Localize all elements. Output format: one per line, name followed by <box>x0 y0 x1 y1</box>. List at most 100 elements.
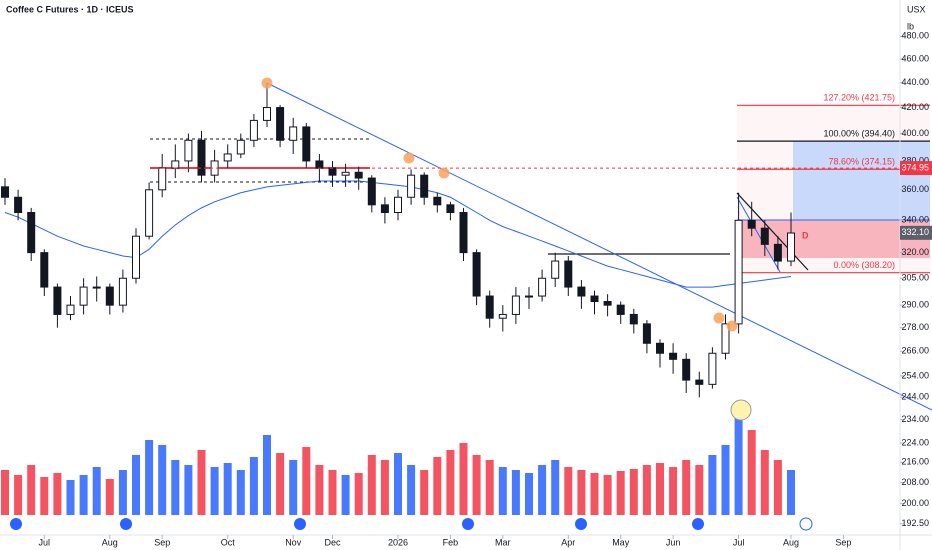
volume-bar <box>590 473 599 515</box>
wedge-line <box>736 192 809 271</box>
volume-bar <box>367 455 376 515</box>
volume-bar <box>1 470 9 515</box>
candle-body <box>787 232 795 262</box>
candle-body <box>145 189 154 237</box>
candle-body <box>1 186 9 198</box>
volume-bar <box>721 445 730 515</box>
y-tick-label: 254.00 <box>901 370 929 380</box>
volume-bar <box>53 473 62 515</box>
volume-bar <box>276 453 285 515</box>
y-tick-label: 305.00 <box>901 273 929 283</box>
volume-bar <box>66 480 75 515</box>
candle-body <box>459 211 468 254</box>
candle-body <box>105 286 114 306</box>
fib-label: 100.00% (394.40) <box>823 128 895 138</box>
candle-body <box>498 313 507 319</box>
y-tick-label: 208.00 <box>901 477 929 487</box>
volume-bar <box>184 465 193 515</box>
candle-body <box>249 119 258 141</box>
candle-body <box>590 295 599 302</box>
candle-body <box>132 235 140 279</box>
candle-body <box>760 227 769 245</box>
y-tick-label: 400.00 <box>901 128 929 138</box>
candle-body <box>446 204 455 213</box>
volume-bar <box>459 443 468 515</box>
volume-bar <box>682 460 691 515</box>
candle-body <box>682 358 691 381</box>
y-tick-label: 244.00 <box>901 392 929 402</box>
candle-body <box>341 171 350 176</box>
candle-body <box>394 196 402 213</box>
volume-bar <box>551 460 560 515</box>
volume-bar <box>446 450 455 515</box>
volume-bar <box>472 455 481 515</box>
x-tick-label: Aug <box>783 537 799 547</box>
volume-bar <box>27 465 36 515</box>
y-tick-label: 420.00 <box>901 102 929 112</box>
candle-body <box>734 219 743 325</box>
volume-bar <box>210 467 219 515</box>
volume-bar <box>289 460 298 515</box>
y-tick-label: 224.00 <box>901 437 929 447</box>
candle-body <box>66 304 75 315</box>
candle-body <box>433 196 442 206</box>
candle-body <box>302 126 311 162</box>
x-tick-label: Jul <box>733 537 745 547</box>
volume-bar <box>603 475 612 515</box>
volume-bar <box>145 440 154 515</box>
fib-label: 0.00% (308.20) <box>833 260 895 270</box>
wedge-line <box>736 196 781 273</box>
volume-bar <box>629 469 638 515</box>
volume-bar <box>223 463 232 515</box>
candle-body <box>616 304 625 315</box>
y-tick-label: 440.00 <box>901 77 929 87</box>
volume-bar <box>236 470 245 515</box>
candle-body <box>367 177 376 206</box>
volume-bar <box>420 470 429 515</box>
volume-bar <box>105 479 114 515</box>
event-icons <box>10 517 813 531</box>
volume-bar <box>197 450 206 515</box>
candle-body <box>328 167 337 176</box>
volume-bar <box>328 470 337 515</box>
candle-body <box>354 171 363 179</box>
stop-box <box>737 220 930 258</box>
y-tick-label: 320.00 <box>901 247 929 257</box>
x-tick-label: Nov <box>285 537 302 547</box>
volume-bar <box>394 453 402 515</box>
volume-bar <box>695 465 704 515</box>
x-tick-label: Jun <box>666 537 681 547</box>
volume-bar <box>564 467 573 515</box>
price-badge-label: 374.95 <box>901 162 929 172</box>
volume-bar <box>538 465 547 515</box>
candle-body <box>289 126 298 141</box>
volume-bar <box>302 447 311 515</box>
x-tick-label: 2026 <box>388 537 408 547</box>
candle-body <box>223 153 232 162</box>
target-box <box>793 141 930 220</box>
volume-bar <box>760 450 769 515</box>
candle-body <box>92 286 101 289</box>
volume-bar <box>341 475 350 515</box>
candle-body <box>276 107 285 141</box>
volume-bar <box>747 430 756 515</box>
y-tick-label: 340.00 <box>901 215 929 225</box>
candle-body <box>642 323 651 344</box>
y-tick-label: 266.00 <box>901 346 929 356</box>
volume-bar <box>40 477 49 515</box>
candle-body <box>158 167 167 191</box>
x-tick-label: Oct <box>221 537 236 547</box>
volume-bar <box>616 471 625 515</box>
volume-bar <box>14 475 23 515</box>
candle-body <box>695 379 704 385</box>
candle-body <box>669 352 678 360</box>
candle-body <box>171 160 180 169</box>
fib-label: 127.20% (421.75) <box>823 93 895 103</box>
volume-bar <box>511 470 520 515</box>
volume-bar <box>642 465 651 515</box>
x-tick-label: May <box>612 537 630 547</box>
candle-body <box>721 323 730 354</box>
candle-body <box>40 252 49 288</box>
